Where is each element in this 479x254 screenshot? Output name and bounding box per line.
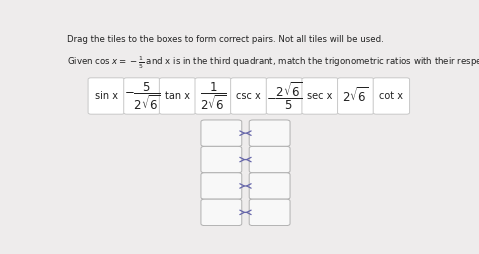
FancyBboxPatch shape xyxy=(249,173,290,199)
FancyBboxPatch shape xyxy=(201,146,242,173)
Text: $\dfrac{1}{2\sqrt{6}}$: $\dfrac{1}{2\sqrt{6}}$ xyxy=(200,80,227,112)
FancyBboxPatch shape xyxy=(201,173,242,199)
FancyBboxPatch shape xyxy=(160,78,196,114)
FancyBboxPatch shape xyxy=(201,199,242,226)
FancyBboxPatch shape xyxy=(249,120,290,146)
Text: sin x: sin x xyxy=(95,91,118,101)
Text: cot x: cot x xyxy=(379,91,403,101)
FancyBboxPatch shape xyxy=(338,78,374,114)
FancyBboxPatch shape xyxy=(266,78,303,114)
Text: sec x: sec x xyxy=(308,91,333,101)
FancyBboxPatch shape xyxy=(88,78,125,114)
Text: Drag the tiles to the boxes to form correct pairs. Not all tiles will be used.: Drag the tiles to the boxes to form corr… xyxy=(67,35,383,44)
Text: $2\sqrt{6}$: $2\sqrt{6}$ xyxy=(342,87,369,105)
Text: Given cos $x = -\frac{1}{5}$ and x is in the third quadrant, match the trigonome: Given cos $x = -\frac{1}{5}$ and x is in… xyxy=(67,55,479,71)
Text: tan x: tan x xyxy=(165,91,190,101)
FancyBboxPatch shape xyxy=(124,78,160,114)
FancyBboxPatch shape xyxy=(373,78,410,114)
FancyBboxPatch shape xyxy=(302,78,338,114)
FancyBboxPatch shape xyxy=(201,120,242,146)
FancyBboxPatch shape xyxy=(231,78,267,114)
FancyBboxPatch shape xyxy=(249,146,290,173)
Text: $-\dfrac{2\sqrt{6}}{5}$: $-\dfrac{2\sqrt{6}}{5}$ xyxy=(266,80,303,112)
FancyBboxPatch shape xyxy=(195,78,231,114)
Text: $-\dfrac{5}{2\sqrt{6}}$: $-\dfrac{5}{2\sqrt{6}}$ xyxy=(124,80,160,112)
FancyBboxPatch shape xyxy=(249,199,290,226)
Text: csc x: csc x xyxy=(237,91,261,101)
